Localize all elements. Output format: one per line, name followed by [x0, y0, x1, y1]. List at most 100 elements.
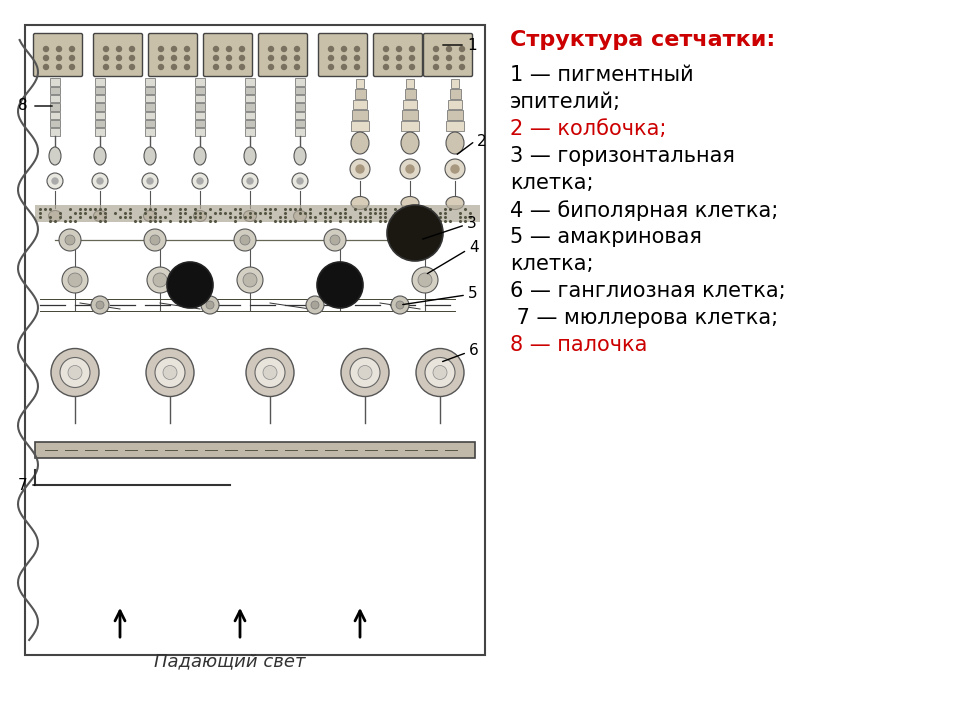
Bar	[50, 95, 60, 102]
Bar	[95, 87, 105, 94]
Circle shape	[460, 65, 465, 70]
Circle shape	[172, 65, 177, 70]
Circle shape	[96, 301, 104, 309]
Bar	[245, 104, 255, 111]
Circle shape	[247, 178, 253, 184]
Circle shape	[418, 273, 432, 287]
Circle shape	[158, 55, 163, 60]
Circle shape	[415, 235, 425, 245]
Bar	[145, 104, 155, 111]
FancyBboxPatch shape	[204, 34, 252, 76]
FancyBboxPatch shape	[258, 34, 307, 76]
Circle shape	[281, 47, 286, 52]
Bar	[95, 78, 105, 86]
Circle shape	[295, 47, 300, 52]
Bar	[95, 128, 105, 135]
Circle shape	[206, 301, 214, 309]
Circle shape	[104, 55, 108, 60]
Circle shape	[130, 65, 134, 70]
Bar	[404, 89, 416, 99]
FancyBboxPatch shape	[34, 34, 83, 76]
Text: 4: 4	[469, 240, 479, 256]
Circle shape	[317, 262, 363, 308]
Bar	[245, 87, 255, 94]
Text: 8: 8	[18, 99, 28, 114]
Circle shape	[242, 173, 258, 189]
Ellipse shape	[94, 147, 106, 165]
Ellipse shape	[244, 147, 256, 165]
Bar	[95, 112, 105, 119]
Text: 2 — колбочка;: 2 — колбочка;	[510, 119, 666, 139]
Circle shape	[328, 55, 333, 60]
Circle shape	[409, 229, 431, 251]
Circle shape	[116, 47, 122, 52]
FancyBboxPatch shape	[373, 34, 422, 76]
Ellipse shape	[294, 210, 306, 222]
Bar	[145, 112, 155, 119]
Bar	[406, 78, 415, 88]
Text: 1: 1	[467, 37, 476, 53]
Bar	[25, 25, 485, 655]
Bar	[50, 112, 60, 119]
FancyBboxPatch shape	[93, 34, 142, 76]
Circle shape	[201, 296, 219, 314]
Text: Падающий свет: Падающий свет	[155, 652, 305, 670]
Bar	[245, 112, 255, 119]
Circle shape	[342, 55, 347, 60]
Circle shape	[333, 273, 347, 287]
Bar	[449, 89, 461, 99]
Circle shape	[57, 47, 61, 52]
Circle shape	[350, 358, 380, 387]
Circle shape	[330, 235, 340, 245]
Circle shape	[295, 65, 300, 70]
Text: эпителий;: эпителий;	[510, 92, 621, 112]
Bar	[50, 128, 60, 135]
Circle shape	[396, 47, 401, 52]
Circle shape	[387, 205, 443, 261]
Circle shape	[167, 262, 213, 308]
Circle shape	[281, 55, 286, 60]
Circle shape	[350, 159, 370, 179]
Ellipse shape	[49, 210, 61, 222]
Circle shape	[243, 273, 257, 287]
Ellipse shape	[144, 147, 156, 165]
Ellipse shape	[294, 147, 306, 165]
Circle shape	[68, 273, 82, 287]
Circle shape	[239, 47, 245, 52]
Bar	[195, 128, 205, 135]
Circle shape	[327, 267, 353, 293]
Circle shape	[104, 65, 108, 70]
Bar	[145, 128, 155, 135]
Circle shape	[342, 47, 347, 52]
Circle shape	[434, 65, 439, 70]
Ellipse shape	[351, 132, 369, 154]
Bar	[145, 87, 155, 94]
FancyBboxPatch shape	[149, 34, 198, 76]
Ellipse shape	[93, 210, 107, 222]
Circle shape	[406, 165, 414, 173]
Circle shape	[396, 55, 401, 60]
Circle shape	[240, 235, 250, 245]
Bar	[295, 120, 305, 127]
Text: 2: 2	[477, 133, 487, 148]
Bar	[448, 99, 462, 109]
Circle shape	[306, 296, 324, 314]
Circle shape	[246, 348, 294, 397]
Bar	[295, 104, 305, 111]
Ellipse shape	[351, 197, 369, 210]
Circle shape	[184, 55, 189, 60]
FancyBboxPatch shape	[423, 34, 472, 76]
Bar	[195, 104, 205, 111]
Circle shape	[227, 55, 231, 60]
Circle shape	[153, 273, 167, 287]
Bar	[245, 78, 255, 86]
Circle shape	[60, 358, 90, 387]
Bar	[95, 120, 105, 127]
Circle shape	[227, 65, 231, 70]
Text: 7: 7	[18, 477, 28, 492]
Circle shape	[358, 366, 372, 379]
Ellipse shape	[244, 210, 256, 222]
Circle shape	[158, 65, 163, 70]
Bar	[350, 121, 370, 130]
Circle shape	[213, 55, 219, 60]
